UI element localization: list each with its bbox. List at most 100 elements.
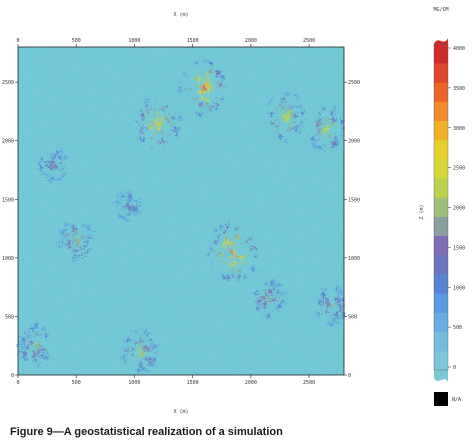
hotspot-cell [124,339,129,344]
hotspot-cell [301,122,304,124]
hotspot-cell [153,130,156,134]
hotspot-cell [147,362,150,366]
hotspot-cell [20,344,25,349]
hotspot-cell [84,244,87,248]
hotspot-cell [201,96,205,100]
hotspot-cell [86,225,91,230]
hotspot-cell [280,136,282,138]
hotspot-cell [264,282,268,286]
hotspot-cell [143,339,146,342]
hotspot-cell [217,247,221,251]
hotspot-cell [318,146,322,150]
hotspot-cell [214,87,217,90]
colorbar-tick-label: 2000 [453,206,465,212]
hotspot-cell [21,355,24,359]
hotspot-cell [281,97,285,102]
hotspot-cell [235,267,238,270]
hotspot-cell [126,192,129,195]
hotspot-cell [310,136,315,140]
hotspot-cell [143,333,145,335]
hotspot-cell [37,349,40,352]
hotspot-cell [277,290,281,294]
hotspot-cell [229,242,233,246]
hotspot-cell [289,113,293,117]
hotspot-cell [207,88,211,93]
hotspot-cell [194,76,198,80]
hotspot-cell [137,341,139,344]
hotspot-cell [167,133,170,136]
hotspot-cell [337,286,340,289]
hotspot-cell [319,123,322,126]
hotspot-cell [332,319,336,323]
hotspot-cell [31,327,35,331]
hotspot-cell [318,112,322,115]
hotspot-cell [145,99,148,102]
hotspot-cell [35,343,40,348]
hotspot-cell [210,261,213,264]
hotspot-cell [335,312,338,315]
hotspot-cell [50,159,54,163]
hotspot-cell [58,230,62,234]
hotspot-cell [232,252,236,256]
hotspot-cell [171,129,175,132]
hotspot-cell [234,243,237,245]
hotspot-cell [42,349,46,352]
hotspot-cell [281,106,284,109]
hotspot-cell [149,358,152,360]
hotspot-cell [331,122,336,127]
hotspot-cell [141,125,144,129]
hotspot-cell [319,298,323,302]
hotspot-cell [333,106,338,111]
hotspot-cell [23,356,27,359]
hotspot-cell [277,294,280,298]
hotspot-cell [288,106,291,109]
hotspot-cell [331,112,335,116]
hotspot-cell [279,284,282,287]
hotspot-cell [58,245,62,249]
hotspot-cell [324,124,326,127]
hotspot-cell [152,121,155,123]
x-axis-title-bottom: X (m) [173,409,188,415]
hotspot [308,106,345,153]
hotspot-cell [133,208,137,212]
hotspot-cell [314,145,318,150]
hotspot-cell [69,242,72,245]
hotspot-cell [325,287,329,290]
hotspot-cell [47,355,50,358]
hotspot-cell [44,349,47,352]
hotspot-cell [139,360,142,363]
hotspot-cell [25,346,30,350]
hotspot-cell [282,115,284,118]
hotspot-cell [89,229,91,231]
hotspot-cell [149,136,153,140]
hotspot-cell [40,157,44,161]
colorbar-band [434,139,448,160]
hotspot-cell [340,135,343,138]
hotspot-cell [325,305,329,309]
hotspot-cell [156,132,159,135]
hotspot-cell [261,303,263,305]
hotspot-cell [50,162,54,166]
hotspot-cell [139,211,141,213]
hotspot-cell [64,224,68,228]
hotspot-cell [217,252,221,257]
hotspot-cell [28,335,32,338]
hotspot-cell [233,241,235,244]
hotspot-cell [67,237,70,240]
hotspot-cell [331,141,335,145]
hotspot-cell [50,168,53,170]
hotspot-cell [203,91,206,93]
hotspot-cell [48,153,50,156]
hotspot-cell [135,200,138,203]
hotspot-cell [68,223,71,225]
hotspot-cell [23,351,27,356]
hotspot-cell [209,61,213,66]
hotspot-cell [324,126,329,131]
hotspot-cell [140,138,145,142]
hotspot-cell [326,320,329,324]
hotspot-cell [44,328,46,330]
hotspot-cell [275,125,279,128]
hotspot-cell [123,355,126,359]
hotspot-cell [205,101,208,105]
hotspot-cell [144,357,148,361]
